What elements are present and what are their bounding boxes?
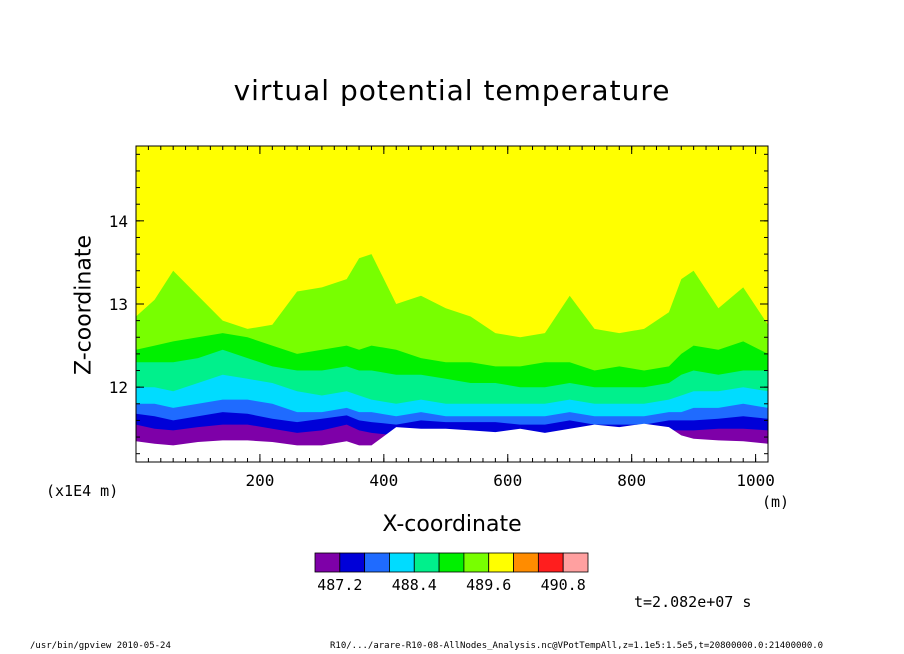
x-axis-unit: (m) [762, 493, 790, 511]
colorbar-swatch [513, 552, 539, 573]
y-tick-label: 12 [109, 378, 128, 397]
colorbar-label: 489.6 [466, 576, 511, 594]
contour-band-487 [136, 423, 768, 462]
colorbar-label: 488.4 [392, 576, 437, 594]
colorbar-swatch [488, 552, 514, 573]
colorbar-swatch [364, 552, 390, 573]
x-tick-label: 200 [245, 471, 274, 490]
x-tick-label: 600 [493, 471, 522, 490]
colorbar-swatch [339, 552, 366, 573]
y-tick-label: 13 [109, 295, 128, 314]
x-tick-label: 400 [369, 471, 398, 490]
y-axis-label: Z-coordinate [71, 235, 97, 375]
x-scale-note: (x1E4 m) [46, 482, 119, 500]
time-label: t=2.082e+07 s [634, 593, 752, 611]
chart-title: virtual potential temperature [233, 74, 671, 107]
x-tick-label: 1000 [736, 471, 775, 490]
footer-left: /usr/bin/gpview 2010-05-24 [30, 641, 171, 651]
contour-fill-group [136, 146, 768, 462]
footer-right: R10/.../arare-R10-08-AllNodes_Analysis.n… [330, 641, 824, 651]
colorbar-swatch [463, 552, 490, 573]
colorbar-label: 487.2 [317, 576, 362, 594]
colorbar-swatch [413, 552, 440, 573]
colorbar-label: 490.8 [541, 576, 586, 594]
x-axis-label: X-coordinate [382, 512, 522, 537]
colorbar-swatch [438, 552, 465, 573]
colorbar-swatch [314, 552, 341, 573]
colorbar-swatch [562, 552, 589, 573]
x-tick-label: 800 [617, 471, 646, 490]
y-tick-label: 14 [109, 212, 128, 231]
colorbar-swatch [537, 552, 564, 573]
colorbar-swatch [389, 552, 415, 573]
